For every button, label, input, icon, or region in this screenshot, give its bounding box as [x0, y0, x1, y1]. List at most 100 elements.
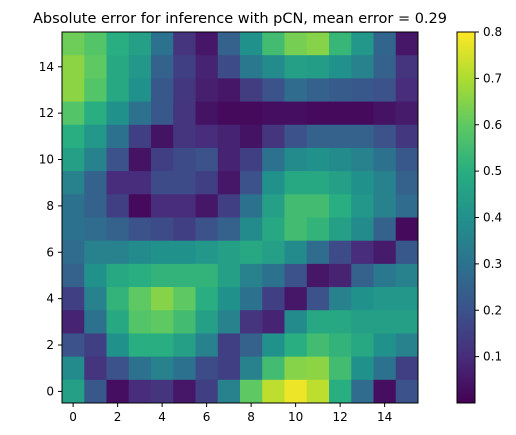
heatmap-cell — [173, 78, 196, 102]
heatmap-cell — [195, 287, 219, 311]
heatmap-cells — [62, 32, 419, 404]
heatmap-cell — [306, 356, 330, 381]
heatmap-cell — [306, 124, 330, 149]
heatmap-cell — [373, 194, 397, 218]
heatmap-cell — [306, 240, 330, 265]
heatmap-cell — [151, 217, 174, 242]
heatmap-cell — [195, 78, 219, 102]
heatmap-cell — [306, 217, 330, 242]
heatmap-cell — [151, 194, 174, 218]
heatmap-cell — [240, 333, 263, 358]
heatmap-cell — [284, 263, 308, 288]
heatmap-cell — [262, 101, 285, 126]
y-tick-label: 2 — [46, 338, 54, 352]
heatmap-cell — [217, 333, 241, 358]
heatmap-cell — [151, 171, 174, 195]
heatmap-cell — [240, 101, 263, 126]
heatmap-cell — [373, 356, 397, 381]
y-tick-label: 6 — [46, 245, 54, 259]
heatmap-cell — [284, 356, 308, 381]
heatmap-cell — [217, 356, 241, 381]
heatmap-cell — [351, 217, 374, 242]
colorbar-tick-label: 0.4 — [483, 211, 502, 225]
heatmap-cell — [128, 124, 152, 149]
heatmap-cell — [351, 287, 374, 311]
heatmap-cell — [217, 32, 241, 56]
y-tick-label: 12 — [39, 106, 54, 120]
heatmap-cell — [151, 356, 174, 381]
heatmap-cell — [284, 171, 308, 195]
heatmap-cell — [306, 78, 330, 102]
heatmap-cell — [62, 124, 85, 149]
heatmap-cell — [217, 55, 241, 79]
heatmap-cell — [373, 217, 397, 242]
heatmap-cell — [284, 194, 308, 218]
heatmap-cell — [173, 379, 196, 404]
heatmap-cell — [284, 217, 308, 242]
heatmap-cell — [262, 194, 285, 218]
heatmap-cell — [128, 55, 152, 79]
heatmap-cell — [373, 333, 397, 358]
heatmap-cell — [84, 310, 107, 334]
colorbar-tick-label: 0.2 — [483, 303, 502, 317]
x-tick-label: 8 — [247, 410, 255, 424]
heatmap-cell — [329, 171, 352, 195]
heatmap-cell — [151, 32, 174, 56]
heatmap-cell — [395, 55, 419, 79]
heatmap-cell — [262, 240, 285, 265]
heatmap-cell — [84, 333, 107, 358]
heatmap-cell — [128, 101, 152, 126]
colorbar-tick-label: 0.7 — [483, 71, 502, 85]
heatmap-cell — [329, 32, 352, 56]
heatmap-cell — [306, 32, 330, 56]
heatmap-cell — [306, 171, 330, 195]
heatmap-cell — [217, 217, 241, 242]
heatmap-cell — [195, 194, 219, 218]
heatmap-cell — [173, 194, 196, 218]
heatmap-cell — [195, 217, 219, 242]
heatmap-cell — [195, 240, 219, 265]
heatmap-cell — [373, 379, 397, 404]
heatmap-cell — [106, 124, 130, 149]
heatmap-cell — [195, 55, 219, 79]
heatmap-cell — [106, 333, 130, 358]
heatmap-cell — [106, 147, 130, 172]
heatmap-cell — [84, 379, 107, 404]
heatmap-cell — [128, 356, 152, 381]
heatmap-cell — [62, 356, 85, 381]
heatmap-cell — [84, 101, 107, 126]
heatmap-cell — [195, 263, 219, 288]
heatmap-cell — [351, 55, 374, 79]
heatmap-cell — [62, 263, 85, 288]
heatmap-cell — [217, 78, 241, 102]
heatmap-cell — [195, 379, 219, 404]
heatmap-cell — [262, 78, 285, 102]
heatmap-cell — [306, 263, 330, 288]
heatmap-cell — [128, 217, 152, 242]
heatmap-cell — [329, 240, 352, 265]
heatmap-cell — [284, 78, 308, 102]
heatmap-cell — [240, 78, 263, 102]
heatmap-cell — [195, 356, 219, 381]
heatmap-cell — [62, 333, 85, 358]
heatmap-cell — [217, 379, 241, 404]
heatmap-cell — [217, 240, 241, 265]
heatmap-cell — [395, 124, 419, 149]
heatmap-cell — [262, 287, 285, 311]
heatmap-cell — [240, 240, 263, 265]
heatmap-cell — [195, 124, 219, 149]
heatmap-cell — [262, 263, 285, 288]
heatmap-cell — [262, 333, 285, 358]
heatmap-cell — [395, 101, 419, 126]
heatmap-cell — [329, 310, 352, 334]
heatmap-cell — [151, 379, 174, 404]
heatmap-cell — [329, 217, 352, 242]
colorbar-tick-label: 0.8 — [483, 25, 502, 39]
heatmap-cell — [351, 356, 374, 381]
heatmap-cell — [62, 194, 85, 218]
heatmap-cell — [284, 333, 308, 358]
heatmap-cell — [284, 287, 308, 311]
heatmap-cell — [62, 171, 85, 195]
heatmap-cell — [106, 263, 130, 288]
heatmap-cell — [284, 310, 308, 334]
